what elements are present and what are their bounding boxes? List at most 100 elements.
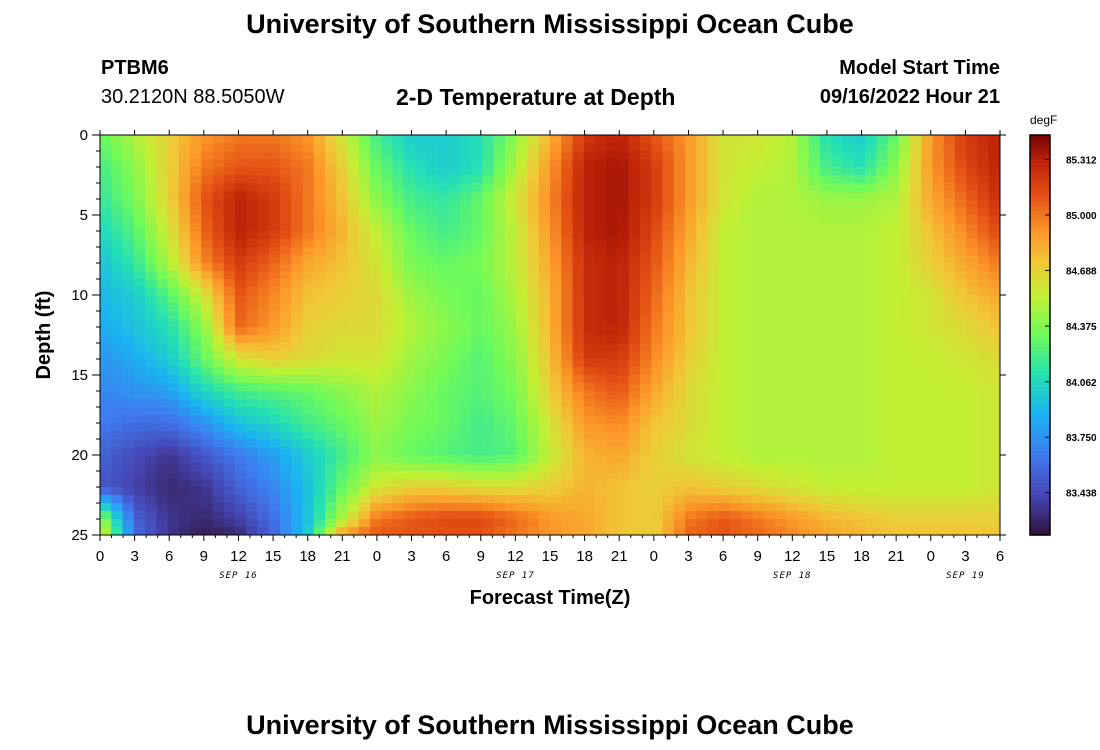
heatmap-cell [966,343,979,352]
heatmap-cell [111,375,124,384]
heatmap-cell [201,335,214,344]
heatmap-cell [662,295,675,304]
heatmap-cell [606,423,619,432]
heatmap-cell [212,335,225,344]
heatmap-cell [460,335,472,344]
heatmap-cell [313,463,326,472]
heatmap-cell [190,239,202,248]
heatmap-cell [685,303,697,312]
colorbar-swatch [1030,207,1050,212]
heatmap-cell [381,207,394,216]
heatmap-cell [820,167,832,176]
heatmap-cell [662,335,675,344]
heatmap-cell [201,367,214,376]
heatmap-cell [651,175,664,184]
date-label: SEP 17 [496,571,535,581]
heatmap-cell [100,143,112,152]
heatmap-cell [831,223,844,232]
heatmap-cell [100,367,112,376]
heatmap-cell [853,263,866,272]
heatmap-cell [201,359,214,368]
heatmap-cell [302,487,315,496]
heatmap-cell [640,191,652,200]
heatmap-cell [808,207,821,216]
heatmap-cell [493,199,506,208]
heatmap-cell [493,383,506,392]
heatmap-cell [516,151,529,160]
heatmap-cell [156,359,169,368]
heatmap-cell [392,367,405,376]
heatmap-cell [786,487,799,496]
heatmap-cell [820,455,832,464]
heatmap-cell [966,183,979,192]
heatmap-cell [268,159,281,168]
heatmap-cell [561,415,574,424]
heatmap-cell [943,519,956,528]
heatmap-cell [426,343,439,352]
heatmap-cell [977,487,990,496]
heatmap-cell [730,399,742,408]
heatmap-cell [280,415,292,424]
heatmap-cell [921,455,934,464]
heatmap-cell [662,487,675,496]
heatmap-cell [482,279,495,288]
heatmap-cell [403,231,416,240]
heatmap-cell [831,303,844,312]
heatmap-cell [617,207,630,216]
heatmap-cell [460,263,472,272]
heatmap-cell [313,207,326,216]
heatmap-cell [932,279,945,288]
heatmap-cell [460,391,472,400]
colorbar-swatch [1030,151,1050,156]
heatmap-cell [752,159,765,168]
heatmap-cell [797,343,810,352]
heatmap-cell [673,231,686,240]
heatmap-cell [302,231,315,240]
heatmap-cell [707,431,720,440]
heatmap-cell [696,367,709,376]
heatmap-cell [910,335,922,344]
heatmap-cell [561,335,574,344]
heatmap-cell [606,503,619,512]
heatmap-cell [325,327,337,336]
heatmap-cell [347,207,360,216]
heatmap-cell [291,319,304,328]
heatmap-cell [392,303,405,312]
heatmap-cell [876,159,889,168]
heatmap-cell [583,367,596,376]
heatmap-cell [741,479,754,488]
heatmap-cell [550,383,562,392]
heatmap-cell [853,495,866,504]
heatmap-cell [145,463,157,472]
heatmap-cell [696,255,709,264]
heatmap-cell [617,511,630,520]
heatmap-cell [280,487,292,496]
heatmap-cell [977,255,990,264]
heatmap-cell [538,327,551,336]
heatmap-cell [853,511,866,520]
heatmap-cell [370,383,382,392]
heatmap-cell [426,503,439,512]
heatmap-cell [111,215,124,224]
heatmap-cell [347,215,360,224]
heatmap-cell [122,223,135,232]
heatmap-cell [786,175,799,184]
heatmap-cell [370,247,382,256]
heatmap-cell [268,423,281,432]
heatmap-cell [617,375,630,384]
heatmap-cell [381,271,394,280]
heatmap-cell [820,191,832,200]
heatmap-cell [797,367,810,376]
heatmap-cell [921,359,934,368]
heatmap-cell [426,439,439,448]
heatmap-cell [865,247,877,256]
heatmap-cell [392,239,405,248]
heatmap-cell [122,383,135,392]
heatmap-cell [651,151,664,160]
heatmap-cell [696,311,709,320]
heatmap-cell [268,303,281,312]
heatmap-cell [707,375,720,384]
heatmap-cell [606,295,619,304]
heatmap-cell [898,399,911,408]
heatmap-cell [988,327,1000,336]
